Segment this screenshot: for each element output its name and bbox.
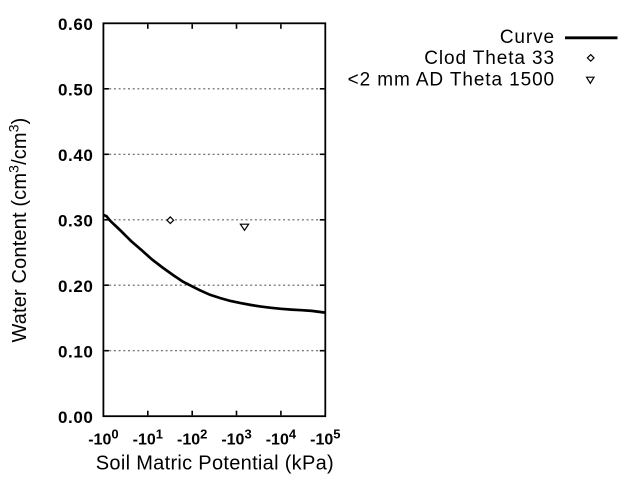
svg-text:-101: -101	[133, 426, 163, 448]
svg-text:-102: -102	[177, 426, 207, 448]
svg-text:<2 mm AD Theta 1500: <2 mm AD Theta 1500	[348, 70, 555, 91]
svg-text:0.30: 0.30	[58, 212, 94, 231]
svg-text:0.10: 0.10	[58, 343, 94, 362]
svg-text:-100: -100	[88, 426, 118, 448]
svg-text:Soil Matric Potential (kPa): Soil Matric Potential (kPa)	[96, 453, 334, 475]
svg-text:-105: -105	[310, 426, 340, 448]
svg-text:0.50: 0.50	[58, 81, 94, 100]
svg-text:Clod Theta 33: Clod Theta 33	[424, 48, 555, 69]
svg-text:-103: -103	[221, 426, 251, 448]
svg-text:0.60: 0.60	[58, 15, 94, 34]
svg-text:Curve: Curve	[500, 27, 555, 48]
svg-text:0.20: 0.20	[58, 277, 94, 296]
svg-text:0.40: 0.40	[58, 146, 94, 165]
svg-text:0.00: 0.00	[58, 408, 94, 427]
svg-text:Water Content (cm3/cm3): Water Content (cm3/cm3)	[5, 118, 31, 343]
